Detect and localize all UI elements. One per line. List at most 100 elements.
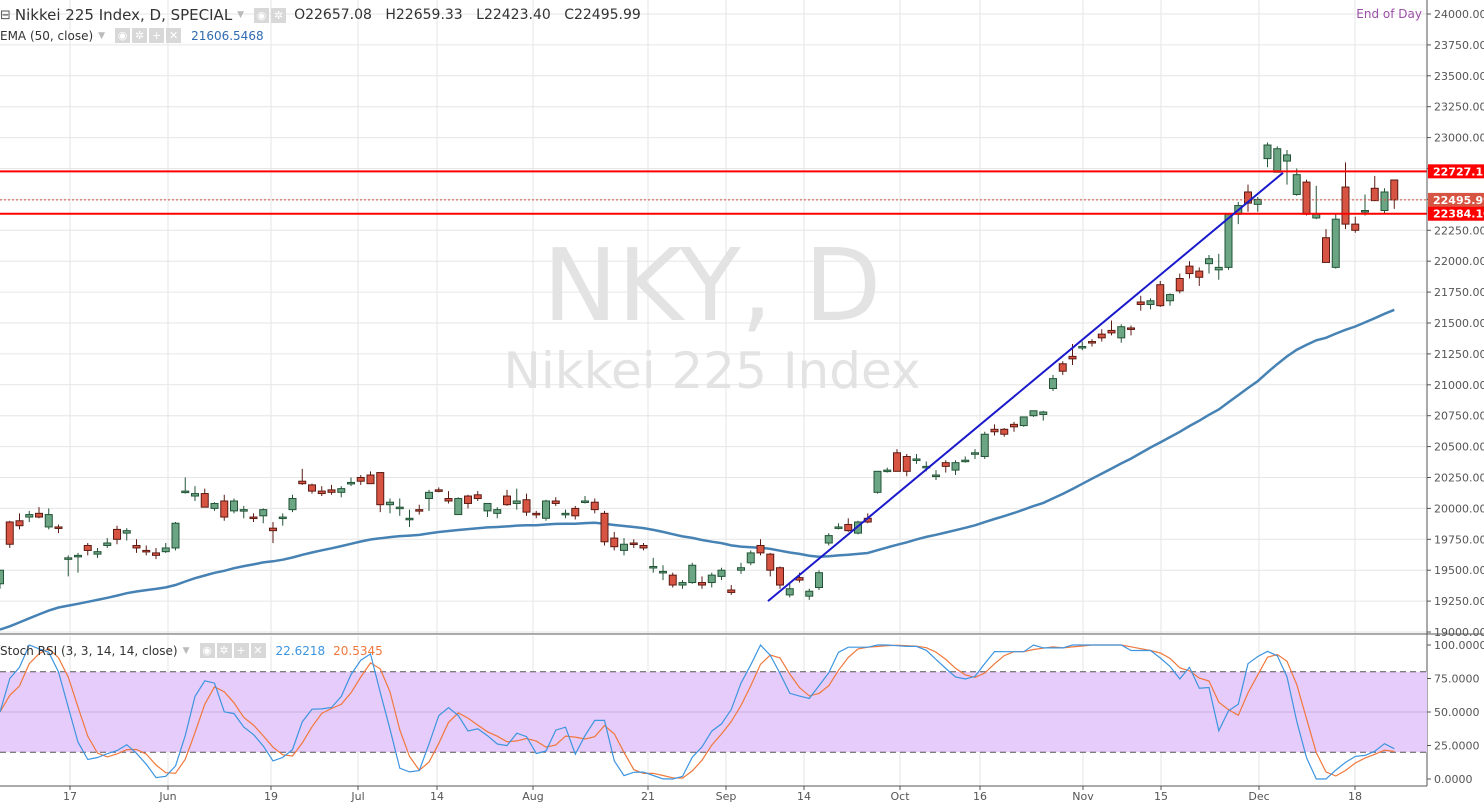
candle [600,510,609,546]
rsi-tick-label: 50.0000 [1434,706,1480,719]
candle [210,502,219,511]
candle [415,504,424,515]
candle [473,491,482,501]
price-tick-label: 21250.00 [1434,348,1484,361]
close-icon[interactable]: ✕ [250,643,266,658]
candle [308,483,316,494]
candle [756,539,765,556]
watermark-name: Nikkei 225 Index [504,342,921,400]
candle [249,513,258,522]
candle [35,507,43,519]
close-icon[interactable]: ✕ [166,28,182,43]
price-tick-label: 20250.00 [1434,472,1484,485]
session-label[interactable]: End of Day [1356,7,1422,21]
symbol-title[interactable]: Nikkei 225 Index, D, SPECIAL [14,6,233,24]
candle [727,585,736,595]
candle [522,493,531,516]
time-tick-label: Aug [522,790,543,802]
plus-icon[interactable]: + [149,28,165,43]
candle [746,550,755,566]
candle [171,521,180,551]
stoch-d-value: 20.5345 [333,643,383,658]
price-tick-label: 23250.00 [1434,101,1484,114]
candle [639,543,648,551]
chevron-down-icon[interactable]: ▼ [98,30,106,41]
time-tick-label: Oct [890,790,910,802]
eye-icon[interactable]: ◉ [254,7,270,23]
candle [834,523,843,530]
price-tick-label: 19500.00 [1434,564,1484,577]
candle [483,502,492,518]
candle [259,508,268,524]
candle [1088,339,1096,347]
candle [717,567,726,581]
candle [1322,229,1330,263]
candle [239,505,248,519]
candle [395,498,404,516]
price-tick-label: 23500.00 [1434,70,1484,83]
candle [278,513,287,526]
close-value: C22495.99 [564,7,641,23]
price-tick-label: 20500.00 [1434,441,1484,454]
candle [1351,216,1360,233]
candle [688,562,697,584]
price-label-badge [1428,164,1484,179]
price-tick-label: 19000.00 [1434,626,1484,639]
candle [503,489,511,506]
candle [1195,267,1204,286]
price-tick-label: 24000.00 [1434,8,1484,21]
candle [659,565,667,581]
stoch-d-line [0,644,1395,779]
candle [1019,416,1028,427]
candle [571,505,580,520]
candle [288,494,297,513]
candle [1331,212,1340,269]
time-tick-label: 16 [973,790,987,802]
chevron-down-icon[interactable]: ▼ [237,10,245,20]
candle [902,454,911,477]
price-tick-label: 19750.00 [1434,533,1484,546]
rsi-tick-label: 25.0000 [1434,740,1480,753]
candle [620,538,628,556]
collapse-icon[interactable]: ⊟ [0,7,11,23]
eye-icon[interactable]: ◉ [115,28,131,43]
chevron-down-icon[interactable]: ▼ [182,645,190,656]
eye-icon[interactable]: ◉ [199,643,215,658]
price-tick-label: 22000.00 [1434,255,1484,268]
candle [649,557,658,573]
time-tick-label: 21 [641,790,655,802]
candle [142,545,151,556]
candle [1136,295,1145,311]
candle [1000,428,1009,437]
candle [444,491,453,504]
plus-icon[interactable]: + [233,643,249,658]
candle [1370,175,1379,202]
ema-line [0,308,1395,631]
gear-icon[interactable]: ✲ [132,28,148,43]
candle [1175,273,1184,294]
gear-icon[interactable]: ✲ [216,643,232,658]
candle [854,520,862,535]
candle [951,460,960,476]
price-label-badge [1428,206,1484,221]
time-tick-label: Nov [1072,790,1094,802]
candle [1224,212,1233,270]
candle [1146,298,1155,310]
candle [1390,179,1399,209]
candle [122,528,131,541]
candle [54,524,63,534]
ema-label[interactable]: EMA (50, close) [0,28,94,43]
candle [93,547,102,558]
candle [454,497,463,516]
candle [181,477,190,494]
candle [0,569,4,589]
ema-value: 21606.5468 [191,28,264,43]
candle [1361,194,1369,216]
stoch-rsi-label[interactable]: Stoch RSI (3, 3, 14, 14, close) [0,643,178,658]
candle [1253,196,1262,212]
candle [512,488,521,510]
candle [1302,179,1311,216]
candle [317,486,326,497]
gear-icon[interactable]: ✲ [271,7,287,23]
